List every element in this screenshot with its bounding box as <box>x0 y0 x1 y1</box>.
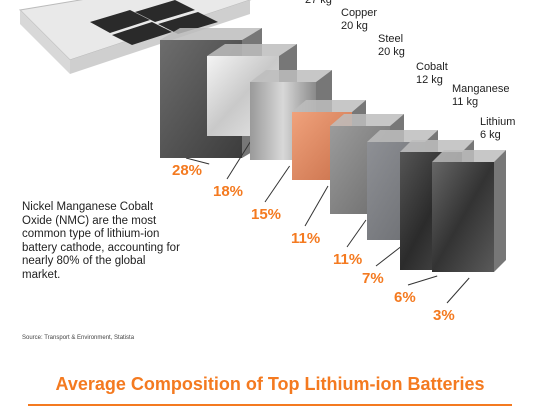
leader-line <box>304 185 329 227</box>
share-label: 11% <box>291 230 320 247</box>
battery-pack <box>18 0 252 74</box>
material-weight: 20 kg <box>341 20 368 32</box>
leader-line <box>407 275 438 286</box>
material-name: Lithium <box>480 116 515 128</box>
leader-line <box>226 141 251 180</box>
share-label: 18% <box>213 183 243 200</box>
note: Nickel Manganese Cobalt Oxide (NMC) are … <box>22 201 180 281</box>
block-top <box>207 44 297 56</box>
title: Average Composition of Top Lithium-ion B… <box>55 374 485 394</box>
block-top <box>367 130 438 142</box>
material-weight: 11 kg <box>452 96 478 108</box>
source: Source: Transport & Environment, Statist… <box>22 335 135 341</box>
leader-line <box>185 157 210 165</box>
share-label: 6% <box>394 289 416 306</box>
block-top <box>330 114 404 126</box>
share-label: 15% <box>251 206 281 223</box>
material-weight: 6 kg <box>480 129 501 141</box>
share-label: 3% <box>433 307 455 324</box>
share-label: 11% <box>333 251 362 268</box>
share-label: 7% <box>362 270 384 287</box>
block-top <box>250 70 332 82</box>
material-name: Manganese <box>452 83 510 95</box>
block-top <box>292 100 366 112</box>
leader-line <box>346 219 367 248</box>
share-label: 28% <box>172 162 202 179</box>
block-side <box>494 150 506 272</box>
leader-line <box>375 245 403 267</box>
material-weight: 20 kg <box>378 46 405 58</box>
leader-line <box>264 165 291 203</box>
block-top <box>432 150 506 162</box>
title-rule <box>28 404 512 406</box>
block-top <box>400 140 474 152</box>
material-weight: 27 kg <box>305 0 332 6</box>
material-name: Copper <box>341 7 377 19</box>
material-name: Cobalt <box>416 61 448 73</box>
material-name: Steel <box>378 33 403 45</box>
leader-line <box>446 277 470 304</box>
block-front <box>432 162 494 272</box>
block-top <box>160 28 262 40</box>
material-weight: 12 kg <box>416 74 443 86</box>
